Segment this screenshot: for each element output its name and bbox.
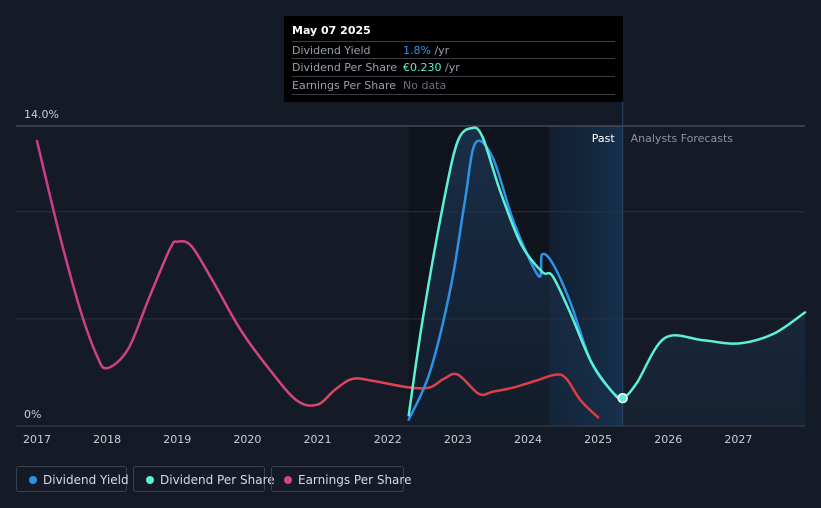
forecast-label: Analysts Forecasts <box>631 132 734 145</box>
x-tick-label: 2026 <box>654 433 682 446</box>
tooltip-label: Dividend Per Share <box>292 61 398 74</box>
series-line-dividend-per-share <box>407 126 807 417</box>
y-tick-label: 0% <box>24 408 41 421</box>
tooltip-value: 1.8% <box>403 44 431 57</box>
legend-label: Dividend Yield <box>43 473 129 487</box>
legend-item-earnings-per-share[interactable]: Earnings Per Share <box>271 466 411 492</box>
tooltip-label: Dividend Yield <box>292 44 371 57</box>
legend-item-dividend-yield[interactable]: Dividend Yield <box>16 466 129 492</box>
tooltip-row-dividend-per-share: Dividend Per Share €0.230 /yr <box>292 58 615 76</box>
x-tick-label: 2024 <box>514 433 542 446</box>
legend-dot-icon <box>146 476 154 484</box>
x-tick-label: 2021 <box>304 433 332 446</box>
x-tick-label: 2017 <box>23 433 51 446</box>
tooltip-value: €0.230 <box>403 61 442 74</box>
tooltip-unit: /yr <box>430 44 450 57</box>
highlight-point <box>617 392 628 404</box>
tooltip-date: May 07 2025 <box>292 24 371 37</box>
legend-label: Dividend Per Share <box>160 473 275 487</box>
x-tick-label: 2025 <box>584 433 612 446</box>
tooltip-label: Earnings Per Share <box>292 79 397 92</box>
tooltip: May 07 2025 Dividend Yield 1.8% /yr Divi… <box>284 16 623 102</box>
x-tick-label: 2020 <box>233 433 261 446</box>
x-tick-label: 2022 <box>374 433 402 446</box>
x-tick-label: 2023 <box>444 433 472 446</box>
legend-dot-icon <box>284 476 292 484</box>
series-line-earnings-per-share <box>35 139 600 419</box>
past-label: Past <box>592 132 616 145</box>
tooltip-row-earnings-per-share: Earnings Per Share No data <box>292 76 615 95</box>
legend-dot-icon <box>29 476 37 484</box>
tooltip-value: No data <box>403 79 447 92</box>
x-tick-label: 2018 <box>93 433 121 446</box>
y-tick-label: 14.0% <box>24 108 59 121</box>
tooltip-unit: /yr <box>441 61 460 74</box>
tooltip-row-dividend-yield: Dividend Yield 1.8% /yr <box>292 41 615 59</box>
x-tick-label: 2019 <box>163 433 191 446</box>
legend-item-dividend-per-share[interactable]: Dividend Per Share <box>133 466 275 492</box>
dividend-per-share-area <box>408 127 805 426</box>
legend-label: Earnings Per Share <box>298 473 412 487</box>
x-tick-label: 2027 <box>724 433 752 446</box>
